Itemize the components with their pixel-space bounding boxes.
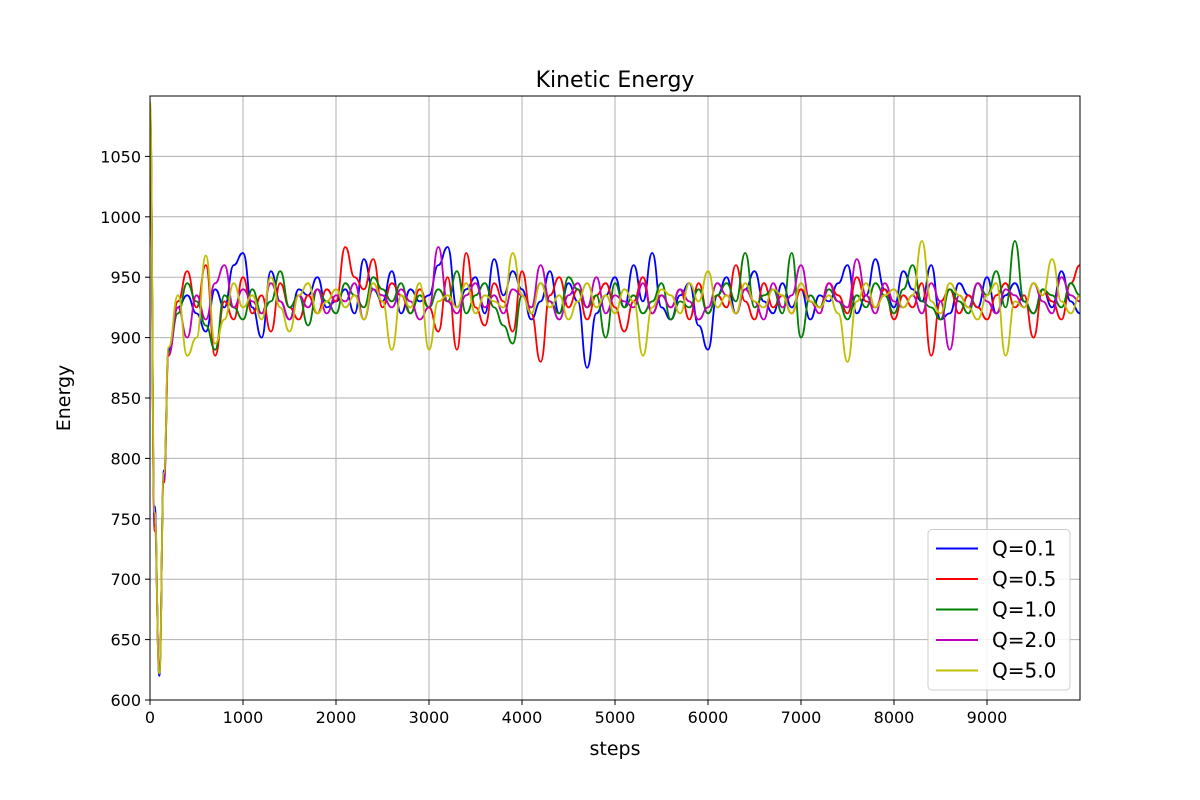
plot-area <box>150 101 1080 677</box>
chart-title: Kinetic Energy <box>536 68 695 93</box>
y-tick-label: 750 <box>110 510 141 529</box>
y-tick-label: 900 <box>110 329 141 348</box>
legend-label: Q=5.0 <box>992 659 1056 683</box>
y-axis-label: Energy <box>53 365 75 432</box>
legend-box <box>927 529 1071 691</box>
y-tick-label: 650 <box>110 631 141 650</box>
y-axis-ticks: 600 650 700 750 800 850 900 950 1000 1050 <box>100 147 150 710</box>
y-tick-label: 800 <box>110 449 141 468</box>
x-tick-label: 4000 <box>502 708 543 727</box>
legend-label: Q=1.0 <box>992 598 1056 622</box>
y-tick-label: 1050 <box>100 147 141 166</box>
legend-label: Q=2.0 <box>992 628 1056 652</box>
x-tick-label: 1000 <box>223 708 264 727</box>
y-tick-label: 1000 <box>100 208 141 227</box>
y-tick-label: 600 <box>110 691 141 710</box>
x-tick-label: 3000 <box>409 708 450 727</box>
legend-label: Q=0.1 <box>992 537 1056 561</box>
x-tick-label: 5000 <box>595 708 636 727</box>
x-tick-label: 9000 <box>967 708 1008 727</box>
legend-label: Q=0.5 <box>992 567 1056 591</box>
x-axis-label: steps <box>590 738 641 760</box>
series-line-q-5-0 <box>150 101 1080 675</box>
x-tick-label: 8000 <box>874 708 915 727</box>
y-tick-label: 950 <box>110 268 141 287</box>
x-axis-ticks: 0 1000 2000 3000 4000 5000 6000 7000 8000 9000 <box>145 700 1007 727</box>
x-tick-label: 0 <box>145 708 155 727</box>
y-tick-label: 700 <box>110 570 141 589</box>
series-line-q-1-0 <box>150 113 1080 671</box>
x-tick-label: 7000 <box>781 708 822 727</box>
legend: Q=0.1 Q=0.5 Q=1.0 Q=2.0 Q=5.0 <box>927 529 1071 691</box>
y-tick-label: 850 <box>110 389 141 408</box>
x-tick-label: 2000 <box>316 708 357 727</box>
x-tick-label: 6000 <box>688 708 729 727</box>
